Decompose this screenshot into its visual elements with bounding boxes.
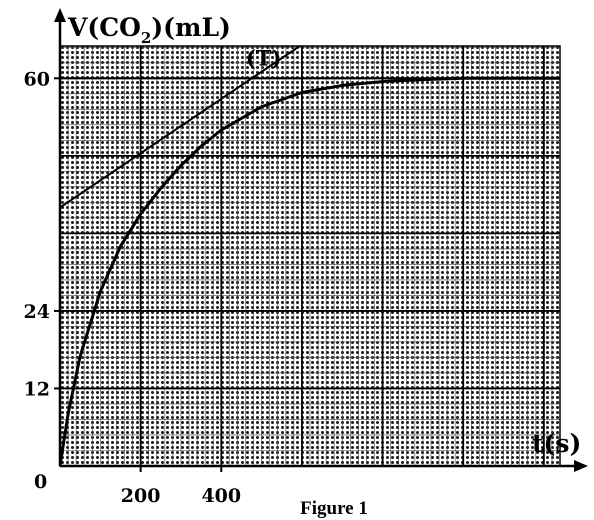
x-axis-arrow [574, 460, 588, 472]
y-axis-label-sub: 2 [141, 29, 151, 47]
tangent-line [60, 46, 302, 209]
volume-curve [60, 76, 560, 466]
y-tick-label: 12 [24, 378, 50, 400]
x-axis-label: t(s) [532, 429, 581, 458]
x-tick-label: 400 [201, 485, 241, 507]
figure-caption: Figure 1 [300, 498, 368, 519]
y-ticks: 12 24 60 [24, 68, 60, 400]
x-ticks: 200 400 [121, 466, 241, 507]
y-axis-label: V(CO2)(mL) [67, 13, 231, 47]
y-tick-label: 24 [24, 301, 50, 323]
y-axis-arrow [54, 8, 66, 22]
y-axis-label-pre: V(CO [67, 13, 141, 42]
x-tick-label: 200 [121, 485, 161, 507]
y-tick-label: 60 [24, 68, 50, 90]
origin-label: 0 [34, 471, 47, 493]
y-axis-label-post: )(mL) [151, 13, 231, 42]
tangent-label: (T) [246, 45, 282, 70]
